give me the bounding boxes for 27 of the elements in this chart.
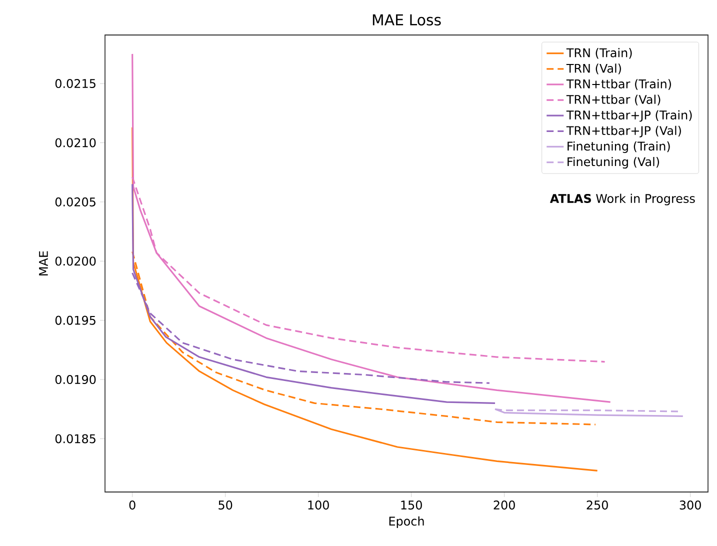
- x-tick-label: 0: [129, 500, 136, 510]
- x-tick-label: 200: [494, 500, 515, 510]
- x-tick-label: 50: [218, 500, 232, 510]
- x-tick-label: 300: [680, 500, 701, 510]
- legend-label: TRN (Train): [566, 48, 632, 59]
- legend-label: Finetuning (Train): [568, 141, 670, 153]
- y-tick-label: 0.0195: [55, 316, 96, 325]
- legend-label: TRN+ttbar+JP (Val): [566, 126, 681, 138]
- y-tick-label: 0.0190: [55, 375, 96, 384]
- legend-label: Finetuning (Val): [568, 156, 660, 169]
- legend-label: TRN+ttbar (Train): [566, 79, 672, 90]
- annotation: ATLAS Work in Progress: [550, 194, 695, 206]
- y-axis-title: MAE: [39, 251, 48, 276]
- y-tick-label: 0.0185: [55, 434, 96, 444]
- legend-label: TRN (Val): [566, 64, 621, 74]
- legend-label: TRN+ttbar+JP (Train): [566, 110, 692, 122]
- x-axis-title: Epoch: [389, 516, 424, 528]
- chart-title: MAE Loss: [372, 14, 441, 26]
- line-series: [132, 183, 496, 404]
- y-tick-label: 0.0200: [55, 256, 96, 266]
- x-tick-label: 250: [586, 500, 608, 510]
- legend-label: TRN+ttbar (Val): [566, 94, 660, 106]
- x-tick-label: 150: [401, 500, 422, 510]
- y-tick-label: 0.0205: [55, 197, 96, 206]
- y-tick-label: 0.0215: [55, 79, 96, 88]
- y-tick-label: 0.0210: [55, 138, 96, 148]
- x-tick-label: 100: [308, 500, 329, 510]
